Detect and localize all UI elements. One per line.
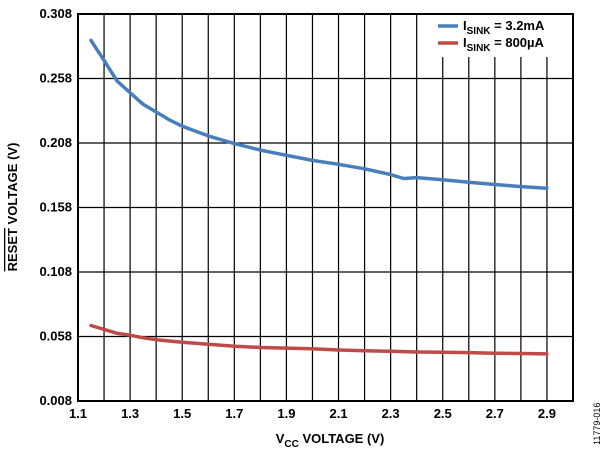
figure-id: 11779-016	[592, 403, 602, 445]
series-lines	[89, 38, 549, 356]
legend-label-2: ISINK = 800µA	[463, 35, 545, 54]
x-axis-label-subscript: CC	[284, 439, 298, 450]
x-tick-label: 1.9	[277, 406, 295, 421]
legend-label-subscript: SINK	[467, 26, 492, 37]
legend-label-suffix: = 800µA	[491, 35, 545, 50]
x-axis-label: VCC VOLTAGE (V)	[276, 431, 385, 450]
x-axis-label-prefix: V	[276, 431, 285, 446]
tick-labels: 1.1 1.3 1.5 1.7 1.9 2.1 2.3 2.5 2.7 2.9 0.008 0.058…	[39, 6, 556, 421]
series-line-1	[89, 38, 549, 190]
x-tick-label: 2.5	[434, 406, 452, 421]
grid	[77, 13, 574, 402]
plot-frame	[77, 13, 574, 402]
y-tick-label: 0.158	[39, 200, 72, 215]
legend-label-prefix: I	[463, 18, 467, 33]
y-tick-label: 0.308	[39, 6, 72, 21]
x-tick-label: 1.3	[121, 406, 139, 421]
x-tick-label: 1.7	[225, 406, 243, 421]
legend-label-1: ISINK = 3.2mA	[463, 18, 545, 37]
legend-background	[433, 15, 571, 57]
legend-label-subscript: SINK	[467, 43, 492, 54]
y-axis-label-suffix: VOLTAGE (V)	[5, 143, 20, 228]
series-line-2	[89, 323, 549, 356]
y-tick-label: 0.208	[39, 135, 72, 150]
x-axis-label-suffix: VOLTAGE (V)	[299, 431, 384, 446]
x-tick-label: 1.5	[173, 406, 191, 421]
x-tick-label: 2.3	[382, 406, 400, 421]
y-tick-label: 0.058	[39, 329, 72, 344]
x-tick-label: 2.7	[486, 406, 504, 421]
y-axis-label-overline: RESET	[5, 228, 20, 271]
y-tick-label: 0.008	[39, 393, 72, 408]
x-tick-label: 2.1	[329, 406, 347, 421]
x-tick-label: 2.9	[538, 406, 556, 421]
legend-label-suffix: = 3.2mA	[491, 18, 545, 33]
y-tick-label: 0.258	[39, 71, 72, 86]
y-tick-label: 0.108	[39, 264, 72, 279]
legend-label-prefix: I	[463, 35, 467, 50]
x-tick-label: 1.1	[69, 406, 87, 421]
y-axis-label: RESET VOLTAGE (V)	[5, 143, 20, 272]
